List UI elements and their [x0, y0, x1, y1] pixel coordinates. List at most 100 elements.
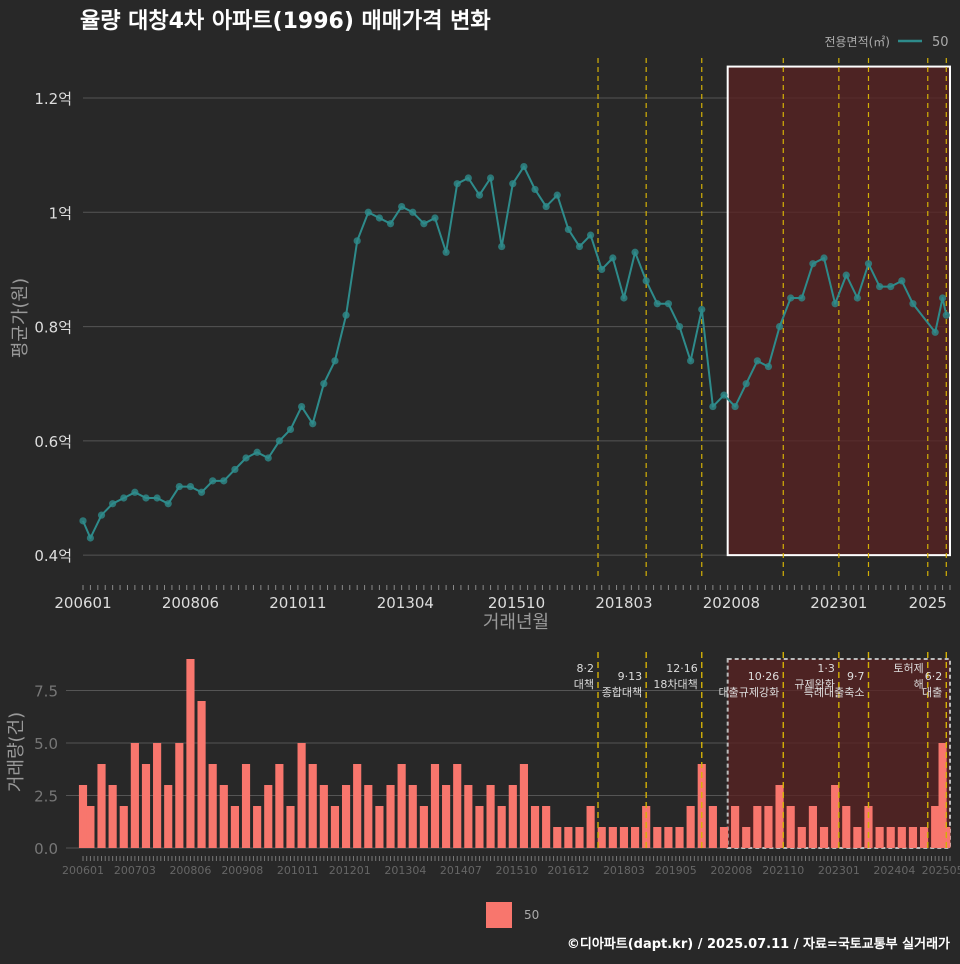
- price-point: [453, 180, 461, 188]
- volume-bar: [453, 764, 462, 848]
- policy-label: 1·3: [817, 662, 835, 675]
- volume-bar: [553, 827, 562, 848]
- y-tick-label: 0.4억: [34, 547, 72, 565]
- volume-bar: [853, 827, 862, 848]
- policy-label: 대출규제강화: [719, 686, 780, 699]
- price-point: [564, 225, 572, 234]
- x-tick-label: 2025: [909, 594, 947, 612]
- legend-title: 전용면적(㎡): [824, 35, 890, 49]
- policy-label: 6·2: [925, 670, 943, 683]
- price-point: [298, 402, 306, 411]
- volume-bar: [775, 785, 784, 848]
- x-tick-label: 201612: [547, 864, 589, 877]
- volume-bar: [597, 827, 606, 848]
- y-tick-label: 0.6억: [34, 433, 72, 451]
- price-point: [275, 437, 283, 445]
- x-tick-label: 201803: [603, 864, 645, 877]
- y-tick-label: 0.0: [34, 840, 58, 858]
- price-point: [175, 482, 183, 491]
- volume-bar: [653, 827, 662, 848]
- price-point: [909, 300, 917, 308]
- volume-bar: [797, 827, 806, 848]
- price-point: [253, 448, 261, 456]
- price-point: [942, 311, 950, 319]
- volume-bar: [586, 806, 595, 848]
- volume-bar: [508, 785, 517, 848]
- price-point: [509, 180, 517, 188]
- price-point: [938, 294, 947, 302]
- price-point: [731, 402, 739, 411]
- volume-bar: [608, 827, 617, 848]
- policy-label: 대출: [922, 686, 942, 699]
- volume-bar: [875, 827, 884, 848]
- volume-bar: [108, 785, 117, 848]
- chart-title: 율량 대창4차 아파트(1996) 매매가격 변화: [80, 9, 491, 34]
- price-point: [675, 322, 684, 331]
- price-point: [164, 500, 172, 508]
- volume-bar: [475, 806, 484, 848]
- price-point: [664, 300, 673, 308]
- volume-bar: [897, 827, 906, 848]
- volume-bar: [375, 806, 384, 848]
- volume-bar: [208, 764, 217, 848]
- price-point: [309, 420, 317, 428]
- price-point: [431, 214, 439, 222]
- y-tick-label: 1.2억: [34, 90, 72, 108]
- volume-bar: [742, 827, 751, 848]
- price-point: [753, 357, 761, 365]
- price-point: [364, 208, 372, 216]
- volume-bar: [308, 764, 317, 848]
- price-point: [609, 254, 617, 262]
- volume-bar: [708, 806, 717, 848]
- volume-bar: [364, 785, 373, 848]
- volume-bar: [764, 806, 773, 848]
- volume-bar: [164, 785, 173, 848]
- volume-bar: [464, 785, 473, 848]
- y-axis-title: 거래량(건): [6, 712, 27, 792]
- price-point: [587, 231, 595, 239]
- volume-bar: [275, 764, 284, 848]
- volume-bar: [353, 764, 362, 848]
- price-point: [320, 380, 328, 388]
- price-point: [242, 454, 250, 462]
- price-point: [542, 202, 550, 211]
- y-tick-label: 0.8억: [34, 319, 72, 337]
- volume-bar: [264, 785, 273, 848]
- price-point: [598, 265, 606, 274]
- x-tick-label: 200601: [62, 864, 104, 877]
- price-point: [698, 305, 706, 314]
- volume-bar: [831, 785, 840, 848]
- policy-label: 10·26: [748, 670, 780, 683]
- volume-bar: [819, 827, 829, 848]
- volume-bar: [753, 806, 762, 848]
- policy-label: 18차대책: [653, 678, 697, 691]
- price-point: [142, 494, 150, 502]
- volume-bar: [664, 827, 673, 848]
- volume-bar: [297, 743, 306, 848]
- volume-bar: [686, 806, 695, 848]
- x-tick-label: 201510: [488, 594, 545, 612]
- volume-bar: [197, 701, 206, 848]
- volume-bar: [731, 806, 740, 848]
- policy-label: 9·13: [618, 670, 643, 683]
- x-tick-label: 202008: [710, 864, 752, 877]
- volume-bar: [341, 785, 351, 848]
- volume-bar: [497, 806, 506, 848]
- price-point: [209, 477, 217, 485]
- price-point: [742, 380, 750, 388]
- volume-bar: [408, 785, 417, 848]
- volume-bar: [919, 827, 929, 848]
- x-tick-label: 200806: [162, 594, 219, 612]
- policy-label: 8·2: [577, 662, 595, 675]
- volume-bar: [130, 743, 139, 848]
- x-tick-label: 202505: [922, 864, 960, 877]
- volume-bar: [564, 827, 573, 848]
- volume-bar: [675, 827, 684, 848]
- volume-bar: [808, 806, 817, 848]
- price-point: [787, 294, 795, 302]
- policy-label: 대책: [574, 678, 594, 691]
- price-point: [931, 328, 939, 336]
- price-point: [442, 248, 450, 256]
- policy-label: 토허제: [893, 662, 923, 675]
- volume-bar: [330, 806, 340, 848]
